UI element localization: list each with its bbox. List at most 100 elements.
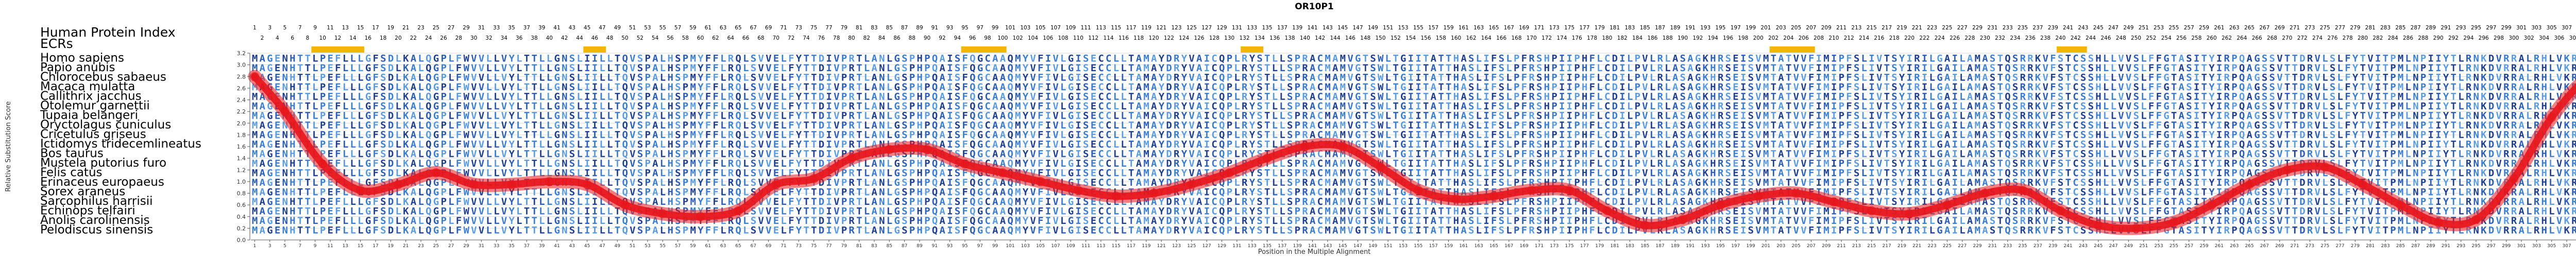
residue: I [2435, 91, 2441, 103]
residue: S [902, 91, 907, 103]
residue: A [1687, 72, 1693, 84]
human-index-tick-label: 300 [2509, 35, 2519, 41]
residue: I [2428, 91, 2434, 103]
residue: V [2043, 110, 2048, 122]
residue: Q [2239, 110, 2245, 122]
residue: L [1650, 82, 1655, 93]
human-index-tick-label: 187 [1655, 25, 1665, 31]
residue: L [1476, 62, 1482, 74]
residue: T [1786, 91, 1791, 103]
residue: I [1907, 101, 1912, 112]
residue: R [1529, 62, 1535, 74]
residue: L [781, 120, 786, 131]
residue: S [1536, 72, 1542, 84]
residue: I [1408, 53, 1414, 64]
residue: R [2307, 101, 2313, 112]
residue: L [418, 72, 423, 84]
residue: L [1476, 72, 1482, 84]
residue: V [2367, 62, 2373, 74]
residue: P [1574, 110, 1580, 122]
human-index-tick-label: 24 [425, 35, 432, 41]
residue: R [728, 72, 734, 84]
residue: L [494, 101, 499, 112]
residue: Y [2352, 101, 2359, 112]
residue: T [1771, 110, 1776, 122]
residue: S [1499, 91, 1504, 103]
human-index-tick-label: 11 [327, 25, 333, 31]
residue: F [456, 120, 462, 131]
residue: G [433, 120, 439, 131]
residue: S [2012, 91, 2018, 103]
residue: G [433, 101, 439, 112]
residue: L [2405, 101, 2411, 112]
residue: I [1952, 53, 1958, 64]
residue: R [1657, 62, 1664, 74]
human-index-tick-label: 109 [1065, 25, 1076, 31]
residue: S [1891, 62, 1897, 74]
residue: L [516, 82, 522, 93]
residue: S [2058, 72, 2063, 84]
residue: L [486, 120, 492, 131]
residue: F [1846, 101, 1852, 112]
residue: Q [970, 53, 975, 64]
residue: P [2420, 72, 2426, 84]
residue: P [1839, 53, 1844, 64]
residue: F [705, 62, 711, 74]
residue: S [1680, 91, 1686, 103]
residue: L [547, 62, 552, 74]
residue: V [479, 91, 484, 103]
human-index-tick-label: 281 [2365, 25, 2376, 31]
residue: R [849, 62, 855, 74]
residue: G [1937, 101, 1942, 112]
residue: L [1959, 101, 1965, 112]
residue: L [1476, 53, 1482, 64]
residue: I [2216, 82, 2222, 93]
residue: T [615, 110, 620, 122]
residue: S [2058, 91, 2063, 103]
residue: V [2277, 101, 2282, 112]
residue: S [1083, 110, 1089, 122]
residue: R [849, 82, 855, 93]
residue: S [2186, 91, 2192, 103]
residue: P [2420, 82, 2426, 93]
residue: E [1091, 82, 1096, 93]
residue: F [1038, 72, 1043, 84]
residue: P [924, 120, 930, 131]
residue: G [433, 72, 439, 84]
human-index-tick-label: 20 [395, 35, 401, 41]
residue: S [637, 101, 643, 112]
residue: G [365, 62, 371, 74]
residue: H [667, 91, 673, 103]
residue: R [1718, 82, 1724, 93]
residue: E [275, 110, 280, 122]
residue: H [1453, 101, 1459, 112]
residue: A [1000, 62, 1006, 74]
residue: Y [796, 53, 802, 64]
residue: V [479, 82, 484, 93]
residue: M [690, 110, 696, 122]
human-index-tick-label: 159 [1443, 25, 1453, 31]
residue: D [819, 120, 824, 131]
residue: I [592, 62, 598, 74]
residue: I [1619, 62, 1625, 74]
residue: R [1242, 101, 1248, 112]
residue: S [955, 101, 960, 112]
residue: S [1287, 91, 1293, 103]
residue: N [282, 82, 287, 93]
residue: S [569, 72, 575, 84]
human-index-tick-label: 239 [2048, 25, 2058, 31]
residue: L [448, 62, 454, 74]
residue: V [1347, 110, 1353, 122]
residue: S [1854, 110, 1859, 122]
residue: G [267, 72, 273, 84]
residue: S [751, 72, 756, 84]
residue: D [2488, 110, 2494, 122]
residue: K [2035, 72, 2041, 84]
residue: T [811, 72, 817, 84]
residue: L [607, 91, 613, 103]
residue: M [1015, 101, 1021, 112]
human-index-tick-label: 240 [2055, 35, 2065, 41]
residue: K [2481, 101, 2487, 112]
residue: L [660, 62, 666, 74]
residue: V [1793, 72, 1799, 84]
